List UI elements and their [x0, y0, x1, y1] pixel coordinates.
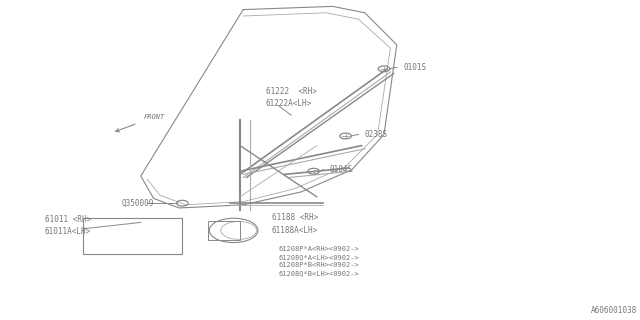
Bar — [208, 221, 240, 240]
Text: FRONT: FRONT — [144, 114, 165, 120]
Text: 61188 <RH>
61188A<LH>: 61188 <RH> 61188A<LH> — [272, 213, 318, 235]
Text: 61222  <RH>
61222A<LH>: 61222 <RH> 61222A<LH> — [266, 87, 316, 108]
Text: 0238S: 0238S — [365, 130, 388, 139]
Text: 0104S: 0104S — [330, 165, 353, 174]
Text: 0101S: 0101S — [403, 63, 426, 72]
Bar — [83, 218, 182, 254]
Text: 61011 <RH>
61011A<LH>: 61011 <RH> 61011A<LH> — [45, 215, 91, 236]
Text: A606001038: A606001038 — [591, 306, 637, 315]
Text: Q350009: Q350009 — [122, 199, 154, 208]
Text: 61208P*A<RH><0902->
61208Q*A<LH><0902->
61208P*B<RH><0902->
61208Q*B<LH><0902->: 61208P*A<RH><0902-> 61208Q*A<LH><0902-> … — [278, 246, 359, 276]
